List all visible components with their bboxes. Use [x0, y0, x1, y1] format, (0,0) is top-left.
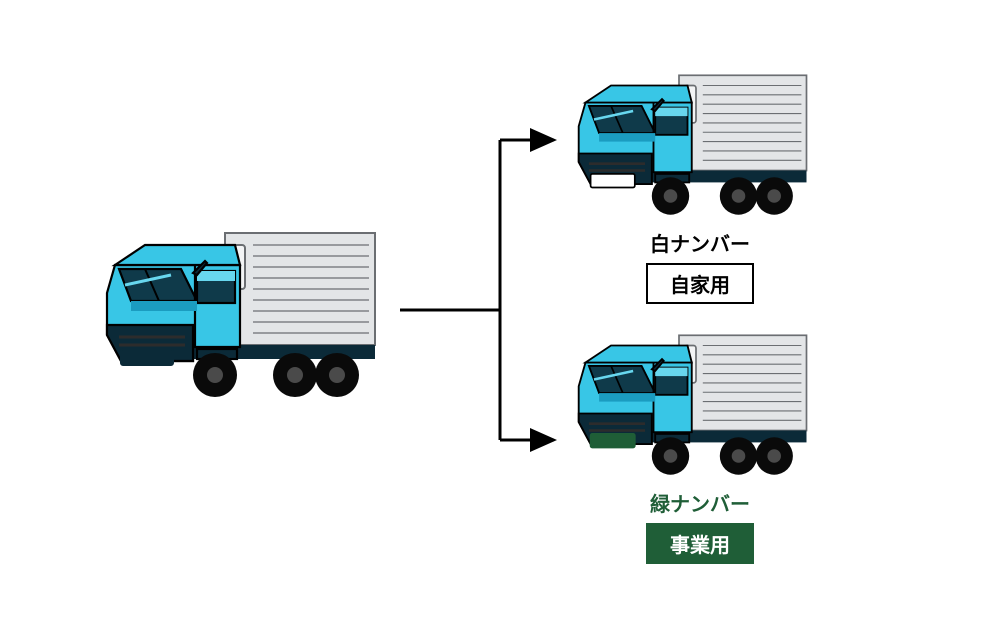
- white-plate-usage-badge: 自家用: [646, 263, 754, 304]
- white-plate-title: 白ナンバー: [600, 228, 800, 257]
- truck-source: [85, 215, 385, 420]
- label-group-white: 白ナンバー 自家用: [600, 228, 800, 304]
- truck-green-plate: [560, 320, 815, 494]
- green-plate-title: 緑ナンバー: [600, 488, 800, 517]
- green-plate-usage-badge: 事業用: [646, 523, 754, 564]
- diagram-stage: 白ナンバー 自家用 緑ナンバー 事業用: [0, 0, 1000, 625]
- truck-white-plate: [560, 60, 815, 234]
- label-group-green: 緑ナンバー 事業用: [600, 488, 800, 564]
